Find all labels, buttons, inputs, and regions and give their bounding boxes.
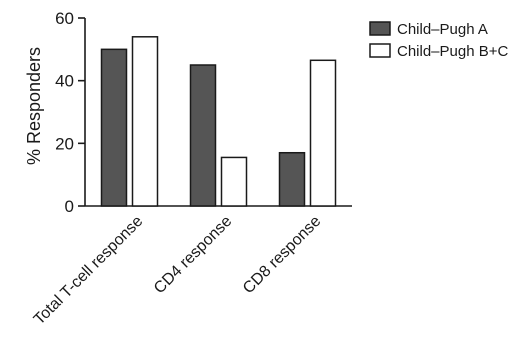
y-tick-label: 60 [55, 9, 74, 28]
y-tick-label: 20 [55, 134, 74, 153]
y-tick-label: 40 [55, 72, 74, 91]
bars [100, 36, 337, 207]
bar-child-pugh-bc [309, 59, 337, 207]
x-tick-label: CD4 response [151, 213, 235, 297]
bar-child-pugh-a [100, 48, 128, 207]
bar-child-pugh-a [189, 64, 217, 207]
legend: Child–Pugh A Child–Pugh B+C [369, 21, 508, 60]
legend-label: Child–Pugh A [397, 21, 488, 38]
x-tick-label: CD8 response [240, 213, 324, 297]
legend-label: Child–Pugh B+C [397, 43, 508, 60]
legend-swatch [369, 43, 391, 58]
bar-child-pugh-bc [220, 156, 248, 207]
bar-child-pugh-bc [131, 36, 159, 207]
x-tick-label: Total T-cell response [31, 213, 147, 329]
y-axis-label: % Responders [24, 47, 44, 165]
x-axis: Total T-cell response CD4 response CD8 res… [31, 205, 352, 329]
y-axis: 0 20 40 60 [55, 9, 86, 216]
legend-swatch [369, 21, 391, 36]
bar-child-pugh-a [278, 151, 306, 207]
y-tick-label: 0 [65, 197, 74, 216]
